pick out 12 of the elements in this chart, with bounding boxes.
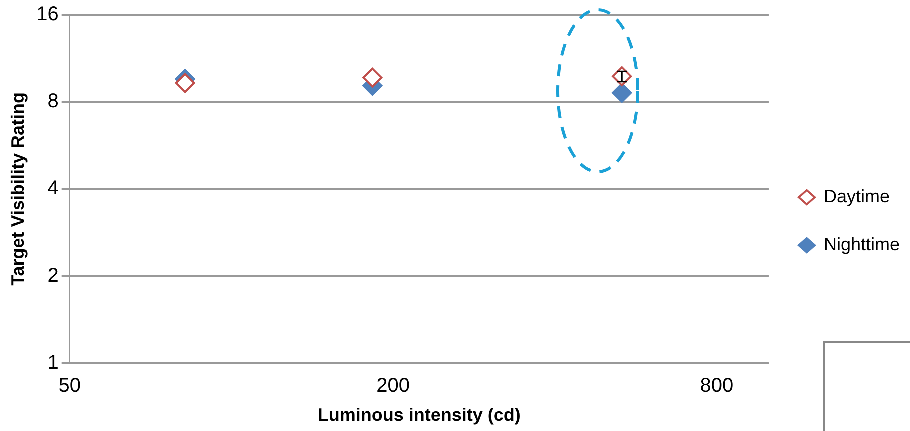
y-tick-label: 2	[48, 264, 59, 287]
y-tick-label: 4	[48, 178, 59, 200]
y-tick-label: 1	[48, 352, 59, 374]
x-tick-label: 200	[376, 374, 410, 397]
y-axis-title: Target Visibility Rating	[8, 92, 28, 286]
legend-label: Nighttime	[824, 234, 900, 254]
x-tick-label: 50	[58, 374, 81, 397]
x-axis-title: Luminous intensity (cd)	[318, 405, 521, 426]
legend-label: Daytime	[824, 186, 890, 206]
x-tick-label: 800	[700, 374, 734, 397]
y-tick-label: 8	[48, 90, 59, 113]
y-tick-label: 16	[36, 4, 59, 26]
